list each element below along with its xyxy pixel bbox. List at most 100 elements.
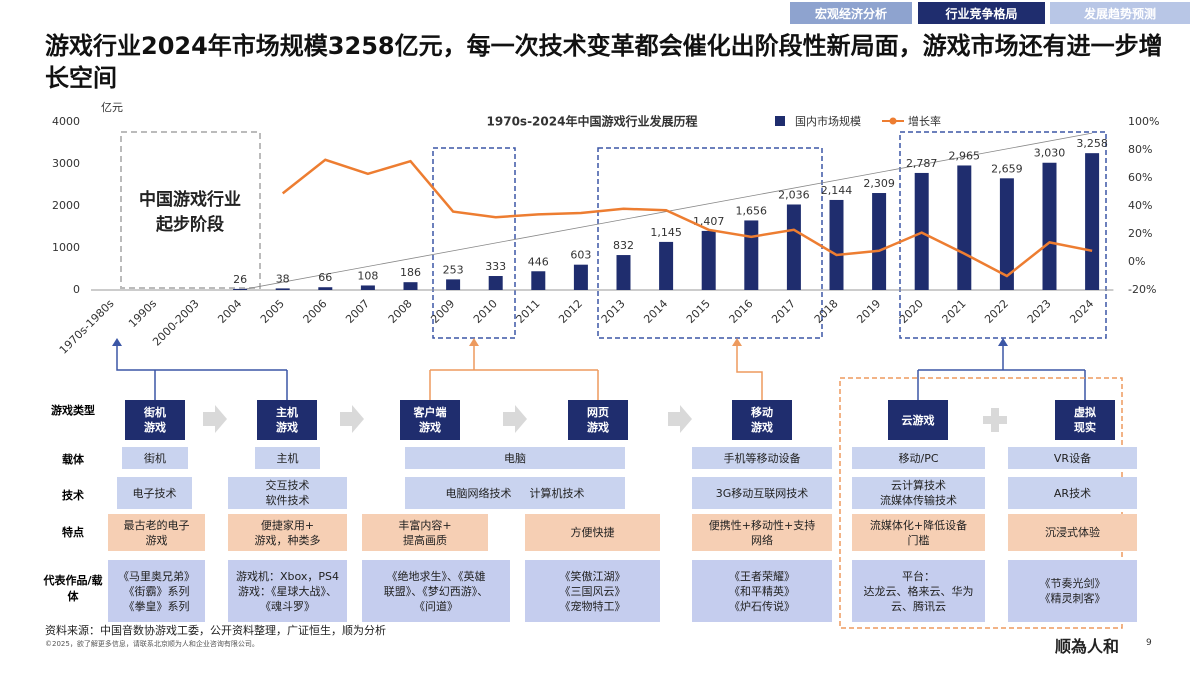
box-text: 游戏 bbox=[276, 421, 298, 434]
carrier-box: 手机等移动设备 bbox=[692, 447, 832, 469]
value-label: 66 bbox=[318, 271, 332, 284]
x-tick-label: 2011 bbox=[514, 297, 543, 326]
tab[interactable]: 行业竞争格局 bbox=[918, 2, 1045, 24]
tab[interactable]: 发展趋势预测 bbox=[1050, 2, 1190, 24]
bar bbox=[999, 178, 1014, 290]
value-label: 1,145 bbox=[650, 226, 682, 239]
value-label: 333 bbox=[485, 260, 506, 273]
box-text: 游戏 bbox=[144, 421, 166, 434]
box-text: 软件技术 bbox=[265, 494, 310, 507]
wk-box: 平台： 达龙云、格来云、华为 云、腾讯云 bbox=[852, 560, 985, 622]
box-text: 游戏机：Xbox，PS4 bbox=[235, 569, 340, 583]
box-text: 游戏 bbox=[145, 533, 168, 547]
carrier-box: 移动/PC bbox=[852, 447, 985, 469]
carrier-box: VR设备 bbox=[1008, 447, 1137, 469]
legend-label: 国内市场规模 bbox=[795, 114, 861, 128]
box-text: 便携性+移动性+支持 bbox=[708, 518, 816, 532]
box-text: 《马里奥兄弟》 bbox=[118, 569, 195, 583]
tc-box: AR技术 bbox=[1008, 477, 1137, 509]
box-text: 《问道》 bbox=[414, 599, 458, 613]
box-text: 联盟》、《梦幻西游》、 bbox=[383, 584, 489, 598]
value-label: 446 bbox=[528, 255, 549, 268]
box-text: 网络 bbox=[751, 533, 773, 547]
bar bbox=[573, 264, 588, 290]
box-text: AR技术 bbox=[1053, 486, 1092, 500]
y-tick-label: 0 bbox=[73, 283, 80, 296]
y2-tick-label: -20% bbox=[1128, 283, 1156, 296]
source: 资料来源：中国音数协游戏工委，公开资料整理，广证恒生，顺为分析 bbox=[45, 624, 386, 637]
bar bbox=[446, 279, 461, 290]
box-text: 游戏：《星球大战》、 bbox=[238, 584, 337, 598]
box-text: 《三国风云》 bbox=[559, 584, 626, 598]
value-label: 186 bbox=[400, 266, 421, 279]
bar bbox=[744, 220, 759, 290]
ft-box: 便携性+移动性+支持 网络 bbox=[692, 514, 832, 551]
box-text: 电子技术 bbox=[132, 486, 177, 500]
wk-box: 《节奏光剑》 《精灵刺客》 bbox=[1008, 560, 1137, 622]
x-tick-label: 1990s bbox=[126, 297, 159, 330]
bar bbox=[616, 255, 631, 290]
tc-box: 电子技术 bbox=[117, 477, 192, 509]
value-label: 832 bbox=[613, 239, 634, 252]
x-tick-label: 2013 bbox=[599, 297, 628, 326]
legend-marker bbox=[889, 117, 897, 125]
x-tick-label: 2018 bbox=[812, 297, 841, 326]
trend-line bbox=[240, 132, 1093, 291]
y2-tick-label: 0% bbox=[1128, 255, 1145, 268]
x-tick-label: 2020 bbox=[897, 297, 926, 326]
bar bbox=[318, 287, 333, 290]
y-tick-label: 2000 bbox=[52, 199, 80, 212]
bar bbox=[701, 230, 716, 290]
ft-box: 方便快捷 bbox=[525, 514, 660, 551]
box-text: 3G移动互联网技术 bbox=[715, 486, 809, 500]
x-tick-label: 2008 bbox=[386, 297, 415, 326]
tc-box: 3G移动互联网技术 bbox=[692, 477, 832, 509]
ft-box: 沉浸式体验 bbox=[1008, 514, 1137, 551]
box-text: 《精灵刺客》 bbox=[1039, 592, 1106, 605]
box-text: 《绝地求生》、《英雄 bbox=[386, 569, 486, 583]
ft-box: 便捷家用+ 游戏，种类多 bbox=[228, 514, 347, 551]
ty-box: 虚拟 现实 bbox=[1055, 400, 1115, 440]
page-number: 9 bbox=[1146, 638, 1152, 648]
x-tick-label: 2017 bbox=[769, 297, 798, 326]
box-text: 沉浸式体验 bbox=[1045, 526, 1100, 539]
x-tick-label: 2024 bbox=[1067, 297, 1096, 326]
bar bbox=[659, 241, 674, 290]
bar bbox=[872, 193, 887, 290]
bar bbox=[829, 199, 844, 290]
ft-box: 流媒体化+降低设备 门槛 bbox=[852, 514, 985, 551]
x-tick-label: 1970s-1980s bbox=[57, 297, 117, 357]
annotation: 起步阶段 bbox=[155, 214, 224, 235]
box-text: 虚拟 bbox=[1074, 406, 1096, 419]
bar bbox=[488, 276, 503, 290]
box-text: 便捷家用+ bbox=[260, 518, 315, 532]
row-label: 游戏类型 bbox=[51, 404, 95, 417]
value-label: 2,965 bbox=[949, 149, 981, 162]
value-label: 3,030 bbox=[1034, 147, 1066, 160]
wk-box: 游戏机：Xbox，PS4 游戏：《星球大战》、 《魂斗罗》 bbox=[228, 560, 347, 622]
ty-box: 网页 游戏 bbox=[568, 400, 628, 440]
box-text: 最古老的电子 bbox=[123, 518, 190, 532]
box-text: 《魂斗罗》 bbox=[260, 599, 315, 613]
x-tick-label: 2004 bbox=[215, 297, 244, 326]
bar bbox=[531, 271, 546, 290]
x-tick-label: 2006 bbox=[301, 297, 330, 326]
value-label: 603 bbox=[570, 249, 591, 262]
value-label: 1,407 bbox=[693, 215, 725, 228]
x-tick-label: 2023 bbox=[1025, 297, 1054, 326]
tab[interactable]: 宏观经济分析 bbox=[790, 2, 912, 24]
x-tick-label: 2007 bbox=[343, 297, 372, 326]
x-tick-label: 2009 bbox=[428, 297, 457, 326]
y2-tick-label: 100% bbox=[1128, 115, 1159, 128]
y2-tick-label: 80% bbox=[1128, 143, 1152, 156]
y-unit: 亿元 bbox=[101, 101, 123, 114]
bar bbox=[360, 285, 375, 290]
box-text: 《节奏光剑》 bbox=[1039, 577, 1106, 590]
carrier-box: 电脑 bbox=[405, 447, 625, 469]
slide-title: 游戏行业2024年市场规模3258亿元，每一次技术变革都会催化出阶段性新局面，游… bbox=[45, 32, 1163, 92]
growth-line bbox=[281, 158, 1093, 278]
value-label: 2,036 bbox=[778, 188, 810, 201]
x-tick-label: 2012 bbox=[556, 297, 585, 326]
box-text: 云游戏 bbox=[901, 413, 935, 427]
